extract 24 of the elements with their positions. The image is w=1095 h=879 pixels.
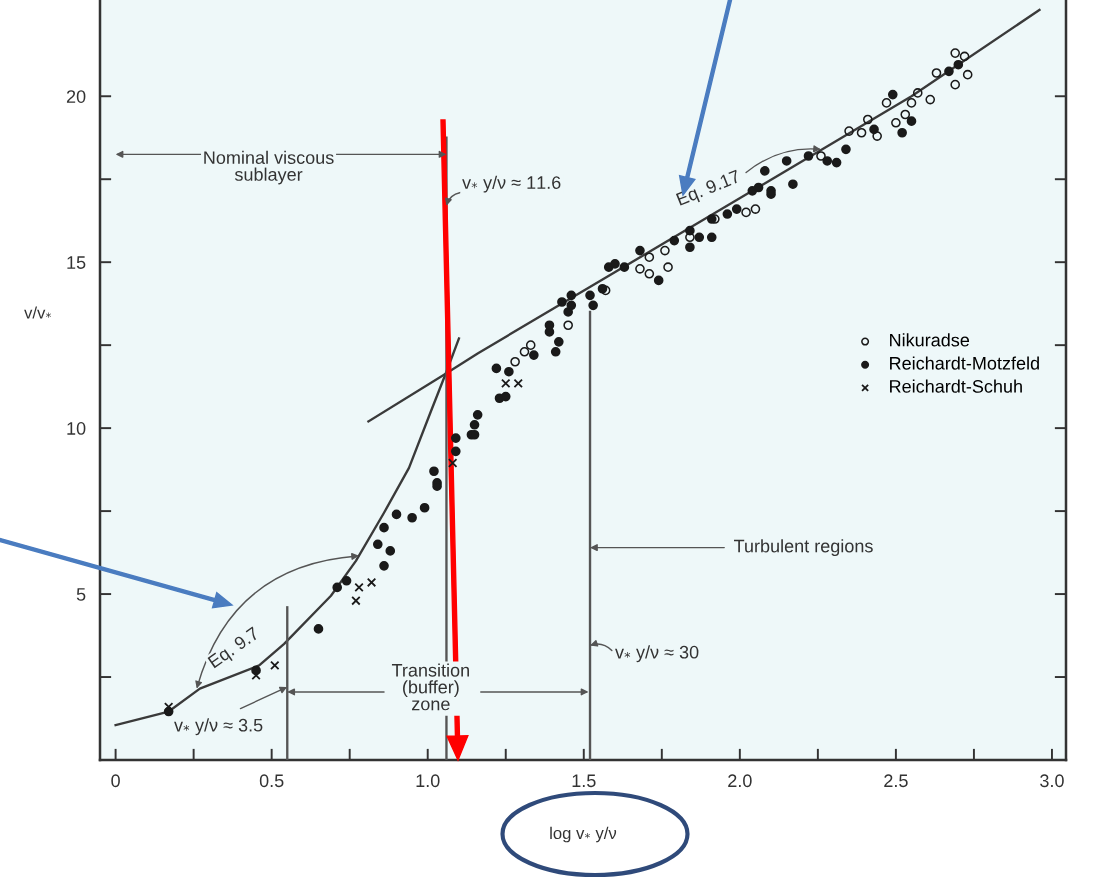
legend-label: Reichardt-Motzfeld xyxy=(890,356,1039,370)
y-tick-label: 15 xyxy=(67,256,86,269)
x-tick-label: 0.5 xyxy=(259,774,284,788)
x-tick-label: 0 xyxy=(111,774,120,788)
x-axis-title: log v$_{*}$ y/ν xyxy=(550,826,617,843)
annotation: Transition (buffer) zone xyxy=(391,663,469,711)
x-tick-label: 3.0 xyxy=(1040,774,1064,788)
annotation: Eq. 9.7 xyxy=(207,626,262,672)
x-tick-label: 1.0 xyxy=(416,774,440,788)
x-tick-label: 1.5 xyxy=(572,774,596,788)
annotation: v$_{*}$ y/ν ≈ 3.5 xyxy=(174,718,263,736)
annotation: Eq. 9.17 xyxy=(675,169,743,210)
annotation: v$_{*}$ y/ν ≈ 30 xyxy=(615,645,699,663)
x-tick-label: 2.0 xyxy=(728,774,752,788)
annotation: Nominal viscous sublayer xyxy=(204,150,334,185)
y-tick-label: 20 xyxy=(66,90,86,103)
annotation: Turbulent regions xyxy=(734,539,873,557)
legend-label: Reichardt-Schuh xyxy=(890,379,1022,393)
y-axis-title: v/v$_{*}$ xyxy=(24,306,52,319)
legend-label: Nikuradse xyxy=(890,333,970,347)
y-tick-label: 5 xyxy=(76,588,86,601)
annotation: v$_{*}$ y/ν ≈ 11.6 xyxy=(462,175,561,193)
y-tick-label: 10 xyxy=(67,422,86,435)
x-tick-label: 2.5 xyxy=(884,774,908,788)
